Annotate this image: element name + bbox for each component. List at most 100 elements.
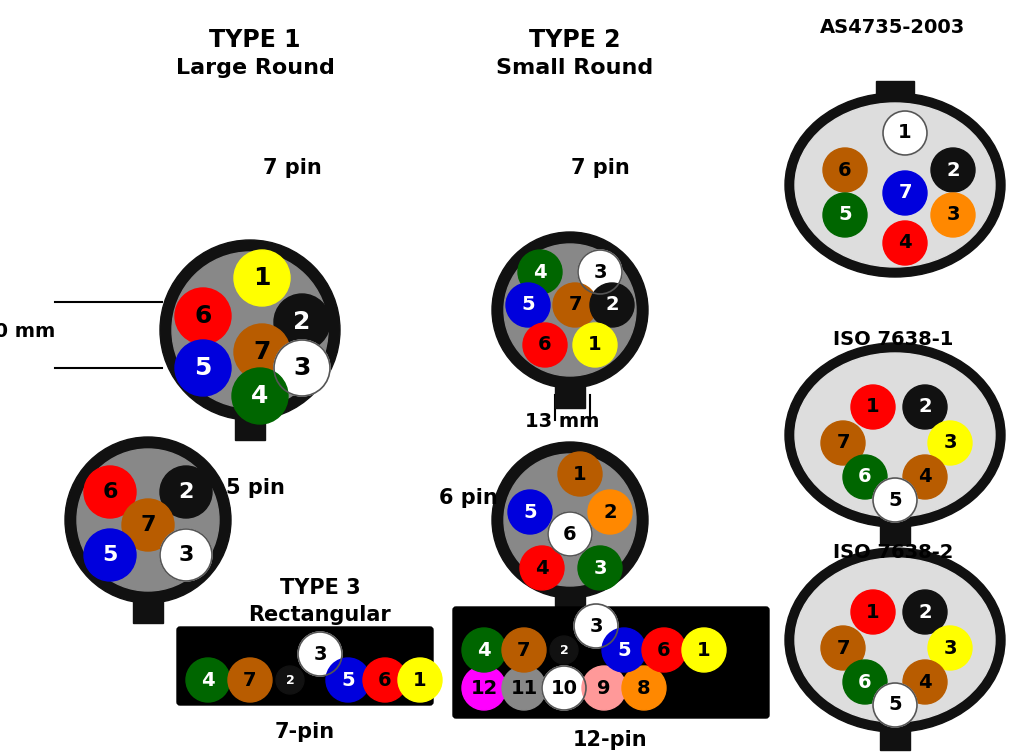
Circle shape (362, 658, 407, 702)
Text: 2: 2 (286, 673, 294, 686)
Circle shape (326, 658, 370, 702)
Text: 10: 10 (551, 679, 578, 698)
Text: 5: 5 (195, 356, 212, 380)
Text: 6: 6 (102, 482, 118, 502)
Circle shape (873, 478, 918, 522)
Text: 11: 11 (510, 679, 538, 698)
Text: 7: 7 (898, 183, 911, 202)
Circle shape (883, 111, 927, 155)
Circle shape (172, 252, 328, 408)
Circle shape (883, 171, 927, 215)
Circle shape (502, 666, 546, 710)
Circle shape (574, 604, 618, 648)
Circle shape (160, 240, 340, 420)
Circle shape (122, 499, 174, 551)
Text: 7: 7 (837, 639, 850, 658)
Text: 6: 6 (539, 335, 552, 355)
Text: TYPE 3: TYPE 3 (280, 578, 360, 598)
Circle shape (582, 666, 626, 710)
Bar (880, 730, 910, 750)
Circle shape (84, 466, 136, 518)
Text: 3: 3 (593, 263, 607, 282)
Text: 13 mm: 13 mm (525, 412, 599, 431)
Circle shape (823, 193, 867, 237)
Text: 3: 3 (943, 639, 956, 658)
Text: Small Round: Small Round (497, 58, 653, 78)
Ellipse shape (795, 353, 995, 517)
Circle shape (682, 628, 726, 672)
Circle shape (398, 658, 442, 702)
Circle shape (558, 452, 602, 496)
Text: 8: 8 (637, 679, 651, 698)
Text: Large Round: Large Round (175, 58, 335, 78)
Circle shape (903, 660, 947, 704)
Circle shape (520, 546, 564, 590)
Circle shape (492, 442, 648, 598)
Ellipse shape (785, 93, 1005, 277)
Text: 2: 2 (178, 482, 194, 502)
Bar (555, 596, 585, 618)
Text: 7-pin: 7-pin (274, 722, 335, 742)
Circle shape (65, 437, 231, 603)
Circle shape (504, 244, 636, 376)
Text: 7 pin: 7 pin (570, 158, 630, 178)
Circle shape (602, 628, 646, 672)
Text: 9: 9 (597, 679, 610, 698)
Text: 1: 1 (866, 397, 880, 417)
Text: 7 pin: 7 pin (262, 158, 322, 178)
Circle shape (175, 288, 231, 344)
Text: 6: 6 (858, 673, 871, 692)
Circle shape (851, 590, 895, 634)
Text: 5: 5 (523, 503, 537, 522)
Circle shape (508, 490, 552, 534)
Circle shape (843, 660, 887, 704)
Text: 6: 6 (195, 304, 212, 328)
Circle shape (821, 421, 865, 465)
Text: 4: 4 (201, 670, 215, 689)
Text: 1: 1 (588, 335, 602, 355)
Text: 5: 5 (102, 545, 118, 565)
Text: 2: 2 (946, 161, 959, 180)
Text: 3: 3 (943, 433, 956, 452)
Circle shape (504, 454, 636, 586)
Text: 7: 7 (517, 640, 530, 660)
Text: 4: 4 (919, 673, 932, 692)
Circle shape (276, 666, 304, 694)
Text: 4: 4 (898, 233, 911, 252)
Circle shape (578, 546, 622, 590)
Text: 12-pin: 12-pin (572, 730, 647, 750)
Circle shape (590, 283, 634, 327)
Text: ISO 7638-1: ISO 7638-1 (833, 330, 953, 349)
Circle shape (462, 666, 506, 710)
Text: ISO 7638-2: ISO 7638-2 (833, 543, 953, 562)
Text: 3: 3 (589, 617, 603, 636)
Circle shape (851, 385, 895, 429)
Circle shape (573, 323, 617, 367)
Text: 20 mm: 20 mm (0, 322, 55, 341)
Circle shape (462, 628, 506, 672)
Text: 1: 1 (866, 602, 880, 621)
Circle shape (298, 632, 342, 676)
Circle shape (843, 455, 887, 499)
Circle shape (903, 385, 947, 429)
Text: 7: 7 (244, 670, 257, 689)
Text: 5: 5 (888, 491, 902, 510)
Text: 2: 2 (293, 310, 310, 334)
Text: 6: 6 (563, 525, 577, 544)
Text: 1: 1 (898, 124, 911, 143)
Text: 1: 1 (697, 640, 711, 660)
Circle shape (160, 466, 212, 518)
Ellipse shape (795, 103, 995, 267)
Circle shape (84, 529, 136, 581)
FancyBboxPatch shape (453, 607, 769, 718)
Circle shape (903, 455, 947, 499)
Circle shape (518, 250, 562, 294)
Ellipse shape (785, 343, 1005, 527)
Circle shape (234, 324, 290, 380)
Circle shape (77, 449, 219, 591)
Text: 7: 7 (140, 515, 156, 535)
Circle shape (492, 232, 648, 388)
Text: 6: 6 (657, 640, 671, 660)
Circle shape (228, 658, 272, 702)
Circle shape (548, 512, 592, 556)
